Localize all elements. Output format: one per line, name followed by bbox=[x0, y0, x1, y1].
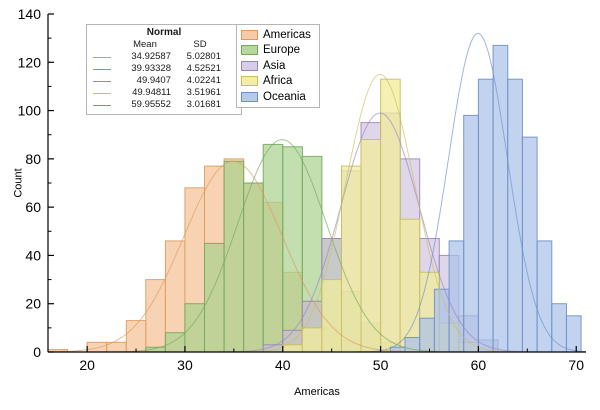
hist-bar-oceania bbox=[492, 44, 509, 353]
hist-bar-oceania bbox=[521, 136, 538, 353]
stats-box[interactable]: Normal Mean SD 34.92587 5.02801 39.93328 4.… bbox=[86, 24, 242, 115]
hist-bar-europe bbox=[262, 143, 284, 353]
hist-bar-oceania bbox=[463, 114, 479, 353]
hist-bar-africa bbox=[360, 139, 382, 353]
y-tick-label: 60 bbox=[25, 199, 41, 215]
hist-bar-oceania bbox=[419, 317, 435, 353]
stats-line-sample bbox=[93, 104, 111, 106]
stats-sd-value: 3.51961 bbox=[186, 87, 221, 98]
x-tick-label: 70 bbox=[568, 357, 584, 373]
legend-label: Americas bbox=[263, 28, 311, 41]
stats-sd-value: 5.02801 bbox=[186, 51, 221, 62]
legend[interactable]: Americas Europe Asia Africa Oceania bbox=[236, 24, 320, 108]
hist-bar-oceania bbox=[507, 78, 523, 353]
stats-mean-value: 49.9407 bbox=[136, 75, 171, 86]
stats-line-sample bbox=[93, 92, 111, 94]
stats-mean-value: 49.94811 bbox=[132, 87, 171, 98]
hist-bar-oceania bbox=[565, 315, 582, 353]
bars-layer bbox=[47, 44, 582, 353]
stats-mean-value: 59.95552 bbox=[131, 99, 171, 110]
stats-line-sample bbox=[93, 68, 111, 70]
stats-row-europe: 39.93328 4.52521 bbox=[91, 63, 237, 75]
legend-label: Africa bbox=[263, 75, 293, 88]
stats-row-africa: 49.94811 3.51961 bbox=[91, 87, 237, 99]
legend-item-asia[interactable]: Asia bbox=[241, 58, 311, 74]
legend-label: Europe bbox=[263, 44, 301, 57]
y-tick-label: 80 bbox=[25, 151, 41, 167]
stats-row-americas: 34.92587 5.02801 bbox=[91, 51, 237, 63]
y-tick-label: 100 bbox=[18, 103, 42, 119]
x-tick-label: 20 bbox=[79, 357, 95, 373]
x-axis-title: Americas bbox=[294, 386, 340, 398]
legend-swatch-americas bbox=[241, 29, 258, 40]
y-axis-title: Count bbox=[12, 168, 25, 198]
legend-swatch-europe bbox=[241, 45, 258, 56]
hist-bar-africa bbox=[399, 218, 421, 353]
hist-bar-americas bbox=[86, 341, 108, 353]
hist-bar-africa bbox=[321, 279, 342, 353]
stats-row-asia: 49.9407 4.02241 bbox=[91, 75, 237, 87]
y-tick-label: 140 bbox=[18, 6, 42, 22]
legend-item-africa[interactable]: Africa bbox=[241, 74, 311, 90]
x-tick-label: 40 bbox=[275, 357, 291, 373]
x-tick-label: 30 bbox=[177, 357, 193, 373]
legend-item-americas[interactable]: Americas bbox=[241, 27, 311, 43]
axes-layer: 20 30 40 50 60 70 0 20 40 60 80 100 120 140 bbox=[18, 6, 586, 373]
hist-bar-europe bbox=[282, 146, 303, 353]
stats-line-sample bbox=[93, 80, 111, 82]
legend-label: Asia bbox=[263, 59, 286, 72]
hist-bar-oceania bbox=[477, 78, 494, 353]
stats-mean-value: 39.93328 bbox=[131, 63, 171, 74]
stats-sd-value: 3.01681 bbox=[186, 99, 221, 110]
hist-bar-oceania bbox=[433, 288, 450, 353]
stats-sd-value: 4.02241 bbox=[186, 75, 221, 86]
legend-item-oceania[interactable]: Oceania bbox=[241, 89, 311, 105]
stats-line-sample bbox=[93, 56, 111, 58]
x-tick-label: 50 bbox=[373, 357, 389, 373]
stats-col-sd: SD bbox=[193, 39, 207, 50]
y-tick-label: 0 bbox=[33, 344, 41, 360]
legend-swatch-africa bbox=[241, 76, 258, 87]
x-tick-label: 60 bbox=[471, 357, 487, 373]
legend-item-europe[interactable]: Europe bbox=[241, 43, 311, 59]
stats-sd-value: 4.52521 bbox=[186, 63, 221, 74]
stats-mean-value: 34.92587 bbox=[131, 51, 171, 62]
hist-bar-europe bbox=[204, 242, 225, 353]
y-tick-label: 40 bbox=[25, 247, 41, 263]
stats-rows: 34.92587 5.02801 39.93328 4.52521 49.9407 4.0… bbox=[91, 51, 237, 111]
stats-box-header: Mean SD bbox=[91, 39, 237, 51]
y-tick-label: 120 bbox=[18, 54, 42, 70]
stats-row-oceania: 59.95552 3.01681 bbox=[91, 99, 237, 111]
y-tick-label: 20 bbox=[25, 296, 41, 312]
hist-bar-africa bbox=[301, 327, 323, 353]
hist-bar-americas bbox=[145, 279, 166, 353]
hist-bar-africa bbox=[380, 78, 401, 353]
legend-swatch-asia bbox=[241, 60, 258, 71]
legend-label: Oceania bbox=[263, 90, 306, 103]
hist-bar-europe bbox=[243, 182, 264, 353]
legend-swatch-oceania bbox=[241, 91, 258, 102]
stats-box-title: Normal bbox=[146, 27, 182, 38]
hist-bar-europe bbox=[223, 160, 245, 353]
stats-col-mean: Mean bbox=[133, 39, 157, 50]
